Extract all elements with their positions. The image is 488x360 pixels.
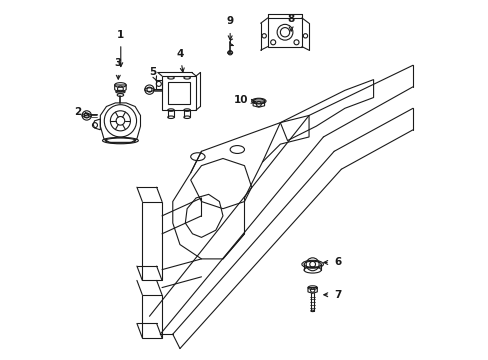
Bar	[142, 202, 162, 280]
Text: 7: 7	[323, 290, 341, 300]
Bar	[155, 80, 162, 89]
Bar	[168, 82, 190, 104]
Text: 9: 9	[226, 17, 233, 40]
Text: 5: 5	[149, 67, 156, 81]
Bar	[162, 76, 196, 110]
Text: 10: 10	[233, 95, 255, 105]
Bar	[267, 18, 301, 46]
Text: 8: 8	[287, 14, 294, 31]
Bar	[142, 295, 162, 338]
Text: 1: 1	[117, 30, 124, 67]
Text: 2: 2	[74, 107, 88, 117]
Text: 4: 4	[176, 49, 184, 72]
Text: 6: 6	[323, 257, 341, 267]
Text: 3: 3	[114, 58, 122, 79]
